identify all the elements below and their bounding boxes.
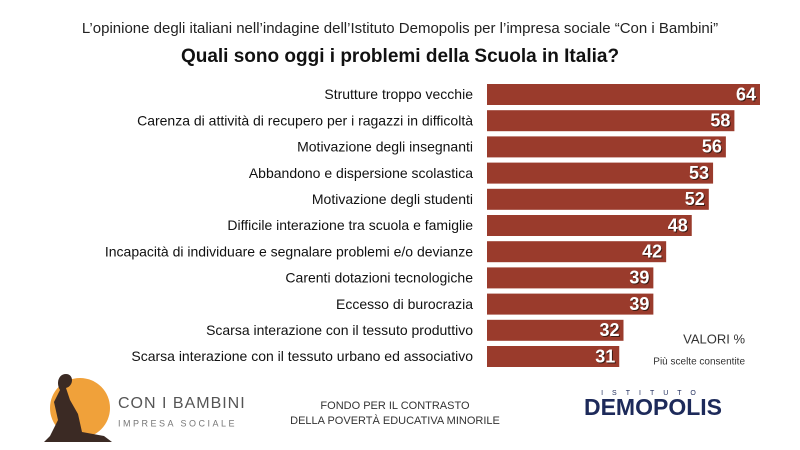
bar [487,293,654,315]
value-label: 53 [689,163,709,183]
value-label-shadow: 48 [669,216,689,236]
bar [487,215,692,236]
value-label: 56 [702,137,722,157]
chart-subtitle: L’opinione degli italiani nell’indagine … [82,20,718,37]
bar [487,319,624,341]
logo-top: ISTITUTO [601,390,705,397]
bar [487,110,735,132]
bar [487,267,654,289]
logo-name: DEMOPOLIS [584,394,722,420]
value-label: 39 [629,268,649,288]
unit-note: VALORI % [683,331,745,346]
bar [487,84,760,105]
footer-text: DELLA POVERTÀ EDUCATIVA MINORILE [290,414,500,427]
category-label: Scarsa interazione con il tessuto produt… [206,322,473,338]
bar [487,136,726,158]
value-label-shadow: 42 [643,242,663,262]
bar [487,162,714,184]
value-label: 48 [668,215,688,235]
value-label: 42 [642,241,662,261]
value-label: 64 [736,84,756,104]
bar [487,346,620,367]
footer-text: FONDO PER IL CONTRASTO [320,400,470,412]
value-label: 32 [599,320,619,340]
value-label-shadow: 31 [596,347,616,367]
category-label: Carenti dotazioni tecnologiche [285,270,473,286]
note: Più scelte consentite [653,357,745,368]
value-label: 31 [595,346,615,366]
value-label-shadow: 58 [711,111,731,131]
category-label: Eccesso di burocrazia [336,296,473,312]
value-label-shadow: 39 [630,295,650,315]
bar [487,188,709,210]
bar [487,241,667,263]
category-label: Motivazione degli studenti [312,191,473,207]
category-label: Scarsa interazione con il tessuto urbano… [131,348,473,364]
logo-name: CON I BAMBINI [118,395,246,412]
category-label: Difficile interazione tra scuola e famig… [227,217,473,233]
value-label-shadow: 53 [690,164,710,184]
left-logo: CON I BAMBINI IMPRESA SOCIALE [44,374,246,442]
value-label-shadow: 56 [703,138,723,158]
value-label-shadow: 32 [600,321,620,341]
value-label-shadow: 39 [630,269,650,289]
value-label: 52 [685,189,705,209]
logo-tagline: IMPRESA SOCIALE [118,418,237,428]
value-label-shadow: 52 [686,190,706,210]
logo-figure [44,374,112,442]
value-label: 39 [629,294,649,314]
category-label: Incapacità di individuare e segnalare pr… [105,243,473,259]
value-label-shadow: 64 [737,85,757,105]
category-label: Abbandono e dispersione scolastica [249,165,473,181]
chart-title: Quali sono oggi i problemi della Scuola … [181,46,619,67]
category-label: Strutture troppo vecchie [324,86,473,102]
value-label: 58 [710,110,730,130]
category-label: Motivazione degli insegnanti [297,139,473,155]
category-label: Carenza di attività di recupero per i ra… [137,112,473,128]
